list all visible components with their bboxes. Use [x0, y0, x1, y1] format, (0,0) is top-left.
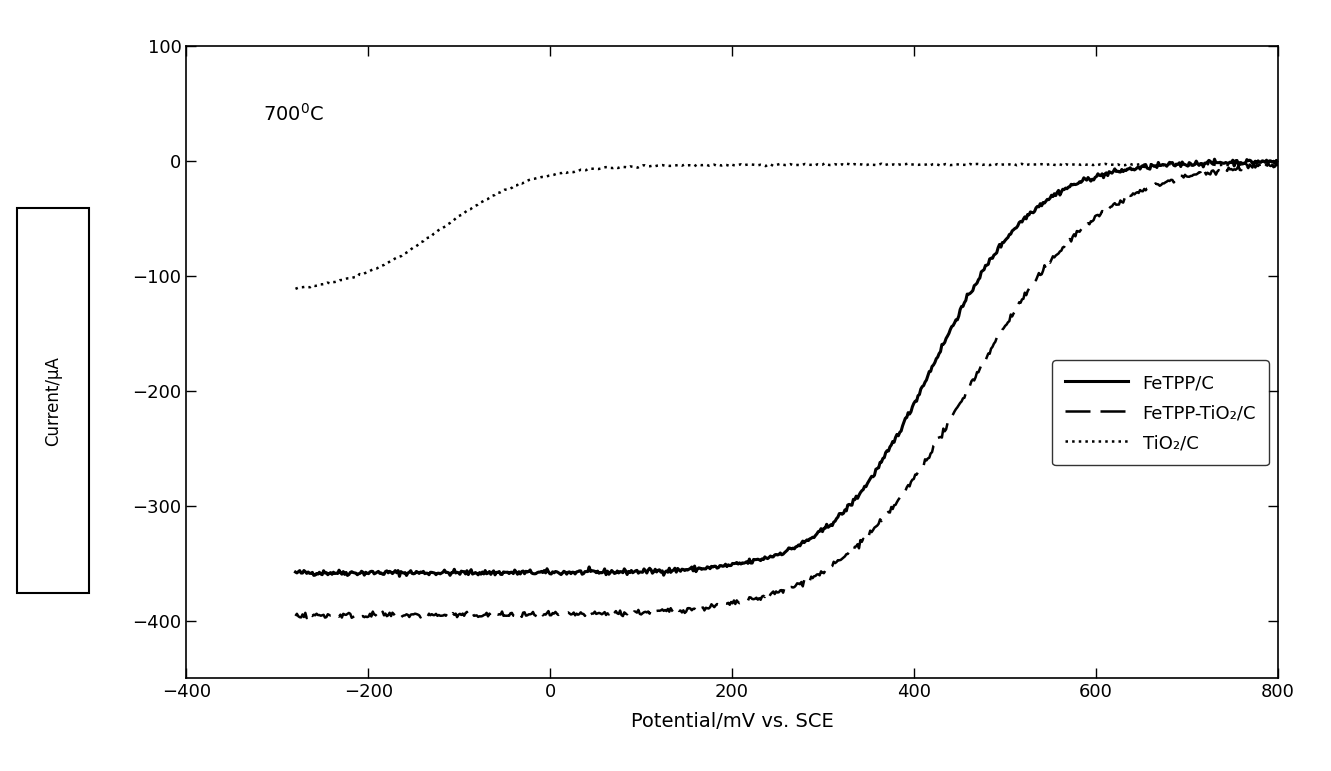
- Text: 700$^0$C: 700$^0$C: [262, 103, 323, 125]
- TiO₂/C: [1270, 160, 1286, 170]
- FeTPP/C: [934, 340, 950, 349]
- FeTPP-TiO₂/C: [934, 433, 950, 443]
- FeTPP-TiO₂/C: [298, 614, 314, 623]
- Line: TiO₂/C: TiO₂/C: [295, 163, 1278, 289]
- FeTPP-TiO₂/C: [599, 608, 615, 618]
- FeTPP/C: [599, 567, 615, 576]
- FeTPP-TiO₂/C: [287, 611, 303, 621]
- FeTPP/C: [1206, 154, 1222, 163]
- FeTPP/C: [530, 568, 546, 577]
- TiO₂/C: [1000, 160, 1016, 170]
- FeTPP/C: [1174, 157, 1190, 167]
- FeTPP-TiO₂/C: [530, 612, 546, 621]
- FeTPP/C: [287, 567, 303, 577]
- TiO₂/C: [676, 160, 692, 169]
- TiO₂/C: [908, 160, 924, 169]
- TiO₂/C: [406, 243, 422, 252]
- TiO₂/C: [817, 159, 833, 168]
- FeTPP-TiO₂/C: [566, 608, 582, 617]
- FeTPP-TiO₂/C: [1174, 171, 1190, 180]
- TiO₂/C: [287, 284, 303, 294]
- FeTPP/C: [1053, 187, 1069, 197]
- Legend: FeTPP/C, FeTPP-TiO₂/C, TiO₂/C: FeTPP/C, FeTPP-TiO₂/C, TiO₂/C: [1053, 361, 1268, 466]
- Text: Current/μA: Current/μA: [44, 356, 63, 446]
- TiO₂/C: [607, 163, 623, 172]
- FeTPP-TiO₂/C: [1260, 158, 1276, 167]
- TiO₂/C: [1004, 160, 1020, 170]
- X-axis label: Potential/mV vs. SCE: Potential/mV vs. SCE: [631, 712, 833, 732]
- FeTPP/C: [566, 567, 582, 577]
- FancyBboxPatch shape: [17, 208, 89, 594]
- FeTPP-TiO₂/C: [1270, 161, 1286, 170]
- FeTPP/C: [1270, 157, 1286, 167]
- Line: FeTPP-TiO₂/C: FeTPP-TiO₂/C: [295, 163, 1278, 618]
- FeTPP/C: [391, 572, 407, 581]
- FeTPP-TiO₂/C: [1053, 246, 1069, 255]
- Line: FeTPP/C: FeTPP/C: [295, 159, 1278, 577]
